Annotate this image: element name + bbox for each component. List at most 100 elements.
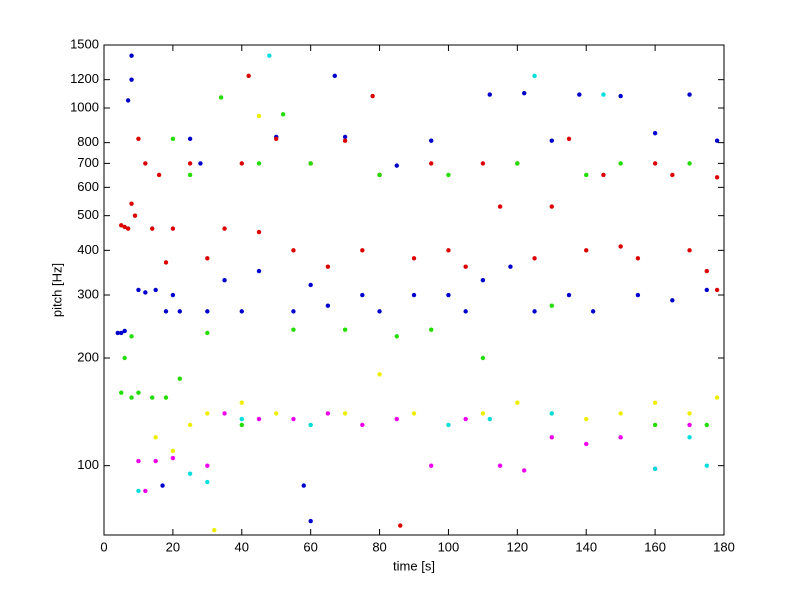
- point: [446, 422, 451, 428]
- point: [170, 448, 176, 454]
- point: [132, 213, 138, 218]
- point: [446, 292, 451, 298]
- point: [122, 328, 127, 334]
- point: [446, 248, 451, 253]
- point: [714, 395, 720, 400]
- point: [143, 161, 148, 166]
- y-tick-label: 800: [77, 134, 99, 149]
- x-tick-label: 0: [100, 539, 107, 554]
- point: [394, 416, 399, 422]
- point: [129, 77, 134, 82]
- point: [187, 161, 193, 166]
- point: [618, 93, 623, 99]
- point: [239, 422, 244, 428]
- point: [652, 400, 658, 405]
- point: [160, 483, 165, 488]
- y-tick-label: 400: [77, 242, 99, 257]
- point: [687, 422, 692, 428]
- point: [136, 390, 141, 395]
- point: [463, 264, 468, 269]
- point: [280, 112, 286, 117]
- point: [618, 161, 623, 166]
- point: [170, 292, 176, 298]
- point: [156, 172, 162, 178]
- x-tick-label: 120: [506, 539, 528, 554]
- point: [584, 441, 589, 447]
- point: [549, 138, 554, 143]
- point: [239, 309, 244, 314]
- point: [150, 395, 155, 400]
- point: [480, 411, 486, 416]
- point: [704, 287, 709, 293]
- point: [370, 93, 375, 99]
- point: [153, 435, 158, 440]
- x-axis-label: time [s]: [393, 558, 435, 573]
- point: [143, 290, 148, 295]
- point: [170, 455, 176, 461]
- point: [394, 334, 399, 339]
- point: [497, 463, 503, 468]
- x-tick-label: 140: [575, 539, 597, 554]
- y-tick-label: 600: [77, 179, 99, 194]
- y-tick-label: 500: [77, 207, 99, 222]
- point: [222, 226, 227, 231]
- x-tick-label: 100: [438, 539, 460, 554]
- point: [687, 435, 692, 440]
- point: [549, 435, 554, 440]
- point: [463, 309, 468, 314]
- point: [342, 411, 348, 416]
- point: [291, 327, 296, 332]
- point: [205, 256, 210, 261]
- point: [218, 95, 224, 100]
- point: [163, 395, 169, 400]
- point: [115, 330, 120, 336]
- point: [652, 161, 658, 166]
- point: [487, 92, 492, 97]
- point: [497, 204, 503, 209]
- x-tick-label: 80: [372, 539, 386, 554]
- point: [480, 355, 486, 361]
- point: [267, 53, 272, 58]
- point: [256, 268, 262, 274]
- point: [119, 330, 124, 336]
- x-tick-label: 160: [644, 539, 666, 554]
- point: [601, 172, 606, 178]
- point: [274, 136, 279, 142]
- y-tick-label: 200: [77, 349, 99, 364]
- point: [394, 163, 399, 168]
- point: [377, 172, 382, 178]
- point: [342, 134, 348, 140]
- x-tick-label: 180: [713, 539, 735, 554]
- point: [687, 92, 692, 97]
- point: [508, 264, 513, 269]
- point: [532, 309, 537, 314]
- point: [342, 138, 348, 143]
- point: [143, 488, 148, 494]
- point: [590, 309, 596, 314]
- point: [187, 471, 193, 476]
- point: [119, 223, 124, 228]
- point: [446, 172, 451, 178]
- point: [205, 411, 210, 416]
- point: [170, 136, 176, 142]
- point: [163, 309, 169, 314]
- point: [411, 411, 417, 416]
- point: [549, 303, 554, 308]
- point: [522, 468, 527, 473]
- point: [342, 327, 348, 332]
- point: [119, 390, 124, 395]
- y-tick-label: 700: [77, 155, 99, 170]
- point: [122, 355, 127, 361]
- point: [129, 53, 134, 58]
- point: [163, 260, 169, 265]
- point: [360, 248, 365, 253]
- point: [480, 161, 486, 166]
- point: [177, 376, 182, 381]
- point: [212, 528, 217, 533]
- point: [429, 138, 434, 143]
- point: [222, 278, 227, 283]
- point: [584, 416, 589, 422]
- point: [377, 309, 382, 314]
